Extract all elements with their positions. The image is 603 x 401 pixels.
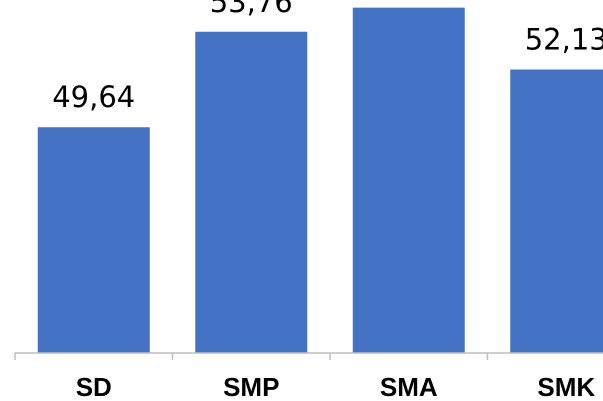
category-label-smk: SMK [537,372,595,401]
bar-smp [195,31,308,353]
category-label-smp: SMP [223,372,279,401]
value-label-smp: 53,76 [210,0,293,19]
category-label-sma: SMA [380,372,438,401]
bar-sd [37,127,150,354]
bars-layer [37,7,603,354]
x-axis-ticks [14,353,489,360]
bar-sma [352,7,465,353]
category-label-sd: SD [76,372,112,401]
value-label-sd: 49,64 [52,80,135,114]
value-labels-layer: 49,64 53,76 52,13 [52,0,603,114]
value-label-smk: 52,13 [525,23,603,57]
category-labels-layer: SD SMP SMA SMK [76,372,596,401]
bar-smk [510,69,603,353]
